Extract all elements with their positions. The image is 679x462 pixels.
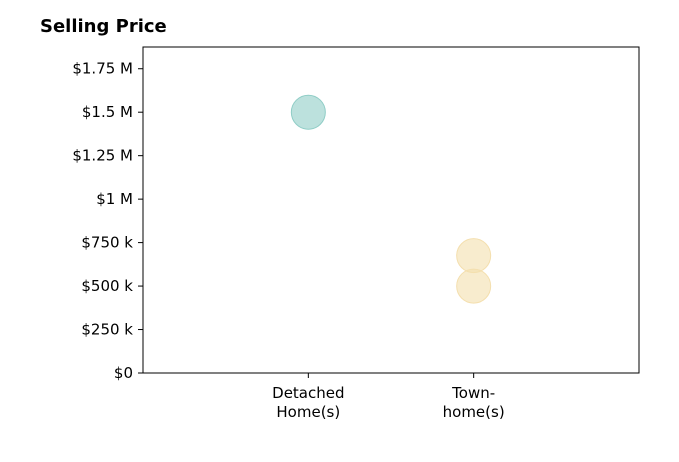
y-tick-label: $1.25 M	[72, 147, 133, 165]
y-tick-label: $1 M	[96, 190, 133, 208]
y-tick-label: $250 k	[81, 321, 133, 339]
chart-title: Selling Price	[40, 16, 167, 37]
data-point	[456, 268, 492, 304]
y-tick-label: $1.75 M	[72, 60, 133, 78]
data-point	[290, 94, 326, 130]
y-tick-label: $750 k	[81, 234, 133, 252]
x-tick-label: Town-home(s)	[443, 384, 505, 421]
plot-frame	[142, 46, 640, 374]
x-tick-label: Detached Home(s)	[272, 384, 344, 421]
data-point	[456, 238, 492, 274]
y-tick-label: $0	[114, 364, 133, 382]
y-tick-label: $1.5 M	[82, 103, 133, 121]
y-tick-label: $500 k	[81, 277, 133, 295]
